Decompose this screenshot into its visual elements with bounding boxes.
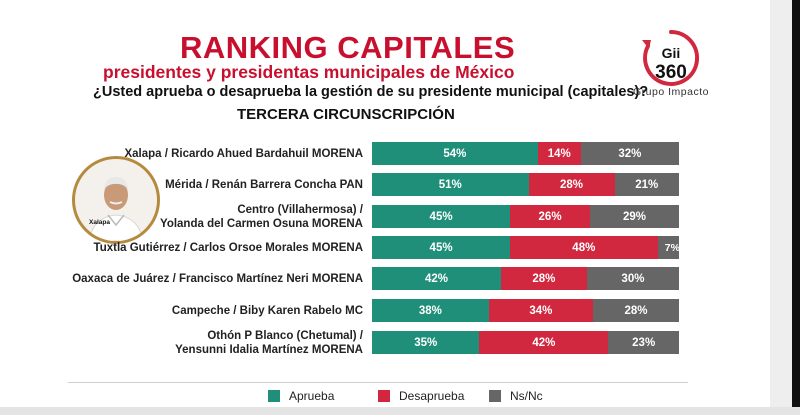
survey-question: ¿Usted aprueba o desaprueba la gestión d… — [93, 84, 649, 100]
person-portrait-icon — [75, 159, 157, 241]
data-label: 28% — [532, 272, 556, 285]
data-label: 35% — [414, 336, 438, 349]
category-label: Mérida / Renán Barrera Concha PAN — [13, 178, 363, 192]
legend-label-nsnc: Ns/Nc — [510, 389, 543, 403]
data-label: 34% — [529, 304, 553, 317]
category-label-line: Campeche / Biby Karen Rabelo MC — [171, 304, 363, 317]
category-label: Tuxtla Gutiérrez / Carlos Orsoe Morales … — [13, 241, 363, 255]
category-label-line: Xalapa / Ricardo Ahued Bardahuil MORENA — [124, 147, 363, 160]
category-label-line: Yolanda del Carmen Osuna MORENA — [160, 217, 363, 230]
data-label: 38% — [418, 304, 442, 317]
bar-aprueba: 45% — [372, 236, 511, 259]
bar-nsnc: 28% — [593, 299, 679, 322]
data-label: 54% — [443, 147, 467, 160]
legend-desaprueba: Desaprueba — [378, 388, 464, 404]
data-label: 45% — [429, 241, 453, 254]
bar-desaprueba: 34% — [488, 299, 594, 322]
logo-company-name: Grupo Impacto — [633, 86, 709, 98]
category-label-line: Oaxaca de Juárez / Francisco Martínez Ne… — [72, 272, 363, 285]
legend-swatch-desaprueba-icon — [378, 390, 390, 402]
chart-baseline — [68, 382, 688, 383]
avatar-location-tag: Xalapa — [89, 219, 110, 226]
chart-subtitle: presidentes y presidentas municipales de… — [103, 62, 515, 82]
legend-swatch-aprueba-icon — [268, 390, 280, 402]
category-label-line: Tuxtla Gutiérrez / Carlos Orsoe Morales … — [93, 241, 363, 254]
bar-aprueba: 42% — [372, 267, 501, 290]
bar-nsnc: 7% — [657, 236, 680, 259]
bar-aprueba: 35% — [372, 331, 480, 354]
section-heading: TERCERA CIRCUNSCRIPCIÓN — [237, 106, 455, 123]
bar-aprueba: 51% — [372, 173, 529, 196]
logo-360-text: 360 — [655, 62, 687, 83]
bar-desaprueba: 28% — [500, 267, 587, 290]
avatar: Xalapa — [72, 156, 160, 244]
screen-frame-right — [770, 0, 800, 415]
bar-aprueba: 45% — [372, 205, 511, 228]
category-label-line: Yensunni Idalia Martínez MORENA — [175, 343, 363, 356]
bar-aprueba: 54% — [372, 142, 538, 165]
gii360-logo-icon: Gii 360 — [642, 30, 700, 86]
data-label: 29% — [622, 210, 646, 223]
data-label: 42% — [532, 336, 556, 349]
bar-nsnc: 23% — [608, 331, 679, 354]
bar-desaprueba: 28% — [528, 173, 615, 196]
data-label: 7% — [664, 241, 680, 254]
bar-desaprueba: 26% — [510, 205, 590, 228]
data-label: 28% — [624, 304, 648, 317]
category-label-line: Mérida / Renán Barrera Concha PAN — [165, 178, 363, 191]
bar-nsnc: 21% — [614, 173, 679, 196]
category-label: Centro (Villahermosa) / Yolanda del Carme… — [13, 203, 363, 231]
category-label-line: Othón P Blanco (Chetumal) / — [207, 329, 363, 342]
category-label-line: Centro (Villahermosa) / — [237, 203, 363, 216]
data-label: 14% — [547, 147, 571, 160]
data-label: 28% — [560, 178, 584, 191]
data-label: 42% — [424, 272, 448, 285]
data-label: 51% — [438, 178, 462, 191]
logo-gii-text: Gii — [662, 45, 681, 61]
data-label: 30% — [621, 272, 645, 285]
bar-desaprueba: 42% — [479, 331, 609, 354]
bar-nsnc: 32% — [580, 142, 679, 165]
category-label: Xalapa / Ricardo Ahued Bardahuil MORENA — [13, 147, 363, 161]
legend-aprueba: Aprueba — [268, 388, 334, 404]
bar-aprueba: 38% — [372, 299, 489, 322]
bar-nsnc: 30% — [586, 267, 679, 290]
category-label: Othón P Blanco (Chetumal) / Yensunni Idal… — [13, 329, 363, 357]
chart-title: RANKING CAPITALES — [180, 30, 516, 65]
data-label: 32% — [618, 147, 642, 160]
data-label: 45% — [429, 210, 453, 223]
legend-label-desaprueba: Desaprueba — [399, 389, 465, 403]
bar-nsnc: 29% — [589, 205, 679, 228]
data-label: 48% — [572, 241, 596, 254]
category-label: Campeche / Biby Karen Rabelo MC — [13, 304, 363, 318]
category-label: Oaxaca de Juárez / Francisco Martínez Ne… — [13, 272, 363, 286]
bar-desaprueba: 14% — [537, 142, 581, 165]
data-label: 21% — [635, 178, 659, 191]
data-label: 23% — [632, 336, 656, 349]
bar-desaprueba: 48% — [510, 236, 658, 259]
data-label: 26% — [538, 210, 562, 223]
screen-frame-bottom — [0, 407, 800, 415]
legend-nsnc: Ns/Nc — [489, 388, 543, 404]
legend-swatch-nsnc-icon — [489, 390, 501, 402]
legend-label-aprueba: Aprueba — [289, 389, 335, 403]
